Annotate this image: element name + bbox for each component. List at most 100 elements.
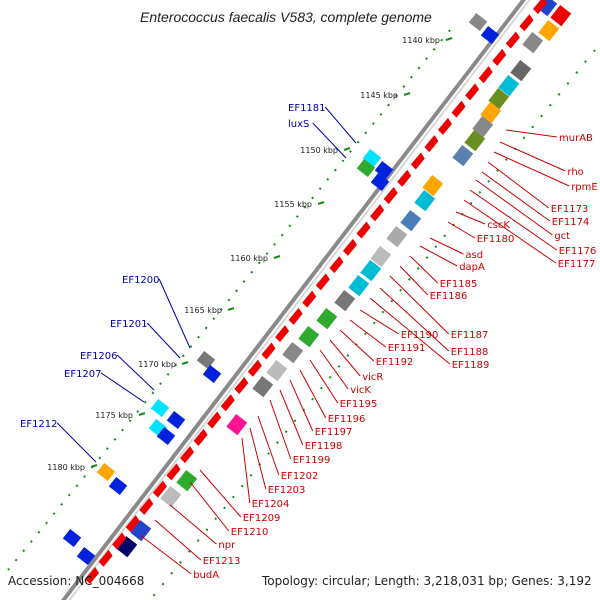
gene-leader-line <box>269 399 292 460</box>
inner-gene-block <box>538 20 560 42</box>
gene-leader-line <box>56 422 97 463</box>
gene-label-npr: npr <box>218 540 236 551</box>
gene-label-EF1189: EF1189 <box>452 360 490 371</box>
gene-label-EF1190: EF1190 <box>401 330 439 341</box>
gene-label-EF1198: EF1198 <box>305 441 343 452</box>
outer-gene-block <box>156 426 176 446</box>
inner-gene-block <box>176 470 198 492</box>
genome-summary: Topology: circular; Length: 3,218,031 bp… <box>262 574 592 588</box>
gene-leader-line <box>319 349 349 390</box>
gene-label-vicK: vicK <box>350 385 371 396</box>
inner-gene-block <box>130 520 152 542</box>
gene-label-EF1204: EF1204 <box>252 499 290 510</box>
outer-gene-block <box>480 25 500 45</box>
gene-arrow <box>85 567 99 584</box>
gene-arrow <box>424 135 439 153</box>
gene-arrow <box>342 238 357 256</box>
gene-leader-line <box>158 278 191 349</box>
inner-gene-block <box>348 275 370 297</box>
outer-gene-block <box>150 398 170 418</box>
kbp-tick <box>343 147 351 151</box>
gene-leader-line <box>469 189 558 251</box>
gene-arrow <box>478 66 493 84</box>
inner-gene-block <box>360 260 382 282</box>
kbp-tick <box>403 92 411 96</box>
gene-arrow <box>465 83 480 101</box>
outer-gene-block <box>62 528 82 548</box>
outer-gene-block <box>108 476 128 496</box>
gene-leader-line <box>289 379 314 432</box>
gene-label-EF1209: EF1209 <box>243 513 281 524</box>
inner-gene-block <box>160 486 182 508</box>
gene-label-luxS: luxS <box>288 119 309 130</box>
inner-gene-block <box>298 326 320 348</box>
gene-label-EF1196: EF1196 <box>328 414 366 425</box>
gene-label-rho: rho <box>567 167 583 178</box>
gene-label-EF1210: EF1210 <box>231 527 269 538</box>
gene-arrow <box>383 187 398 204</box>
inner-gene-block <box>464 130 486 152</box>
gene-label-EF1187: EF1187 <box>451 330 489 341</box>
gene-leader-line <box>249 427 267 490</box>
gene-label-EF1181: EF1181 <box>288 103 326 114</box>
gene-label-rpmE: rpmE <box>571 182 598 193</box>
inner-gene-block <box>226 414 248 436</box>
inner-gene-block <box>510 60 532 82</box>
gene-label-EF1197: EF1197 <box>315 427 353 438</box>
gene-leader-line <box>359 309 400 335</box>
gene-leader-line <box>324 106 357 144</box>
gene-label-asd: asd <box>465 250 483 261</box>
gene-arrow <box>220 394 235 412</box>
gene-label-budA: budA <box>193 570 219 581</box>
gene-leader-line <box>241 437 251 504</box>
outer-gene-block <box>362 148 382 168</box>
gene-arrow <box>193 428 208 446</box>
gene-leader-line <box>463 199 557 264</box>
kbp-label: 1155 kbp <box>274 200 312 209</box>
gene-leader-line <box>349 319 387 348</box>
gene-arrow <box>139 497 154 515</box>
gene-leader-line <box>455 211 486 225</box>
outer-gene-block <box>370 172 390 192</box>
gene-arrow <box>315 273 330 291</box>
inner-gene-block <box>386 226 408 248</box>
gene-leader-line <box>154 519 202 561</box>
outer-gene-block <box>202 364 222 384</box>
gene-label-EF1213: EF1213 <box>203 556 241 567</box>
gene-label-EF1200: EF1200 <box>122 275 160 286</box>
gene-leader-line <box>139 534 192 575</box>
kbp-label: 1175 kbp <box>95 411 133 420</box>
inner-gene-block <box>316 308 338 330</box>
inner-gene-block <box>536 0 558 17</box>
gene-leader-line <box>189 481 230 532</box>
gene-arrow <box>152 480 167 498</box>
gene-label-EF1195: EF1195 <box>340 399 378 410</box>
gene-label-murAB: murAB <box>559 133 593 144</box>
kbp-label: 1165 kbp <box>184 306 222 315</box>
inner-gene-block <box>488 88 510 110</box>
inner-gene-block <box>370 246 392 268</box>
gene-leader-line <box>499 141 566 172</box>
gene-leader-line <box>299 369 327 419</box>
inner-gene-block <box>334 290 356 312</box>
gene-label-EF1173: EF1173 <box>551 204 589 215</box>
gene-arrow <box>180 446 195 464</box>
gene-leader-line <box>339 329 375 362</box>
gene-leader-line <box>369 297 451 365</box>
inner-gene-block <box>472 116 494 138</box>
outer-gene-block <box>166 410 186 430</box>
gene-arrow <box>437 117 452 135</box>
outer-gene-block <box>356 158 376 178</box>
gene-label-dapA: dapA <box>459 262 485 273</box>
kbp-tick <box>90 464 98 468</box>
gene-arrow <box>505 31 520 49</box>
gene-arrow <box>288 307 303 325</box>
inner-gene-block <box>452 145 474 167</box>
gene-leader-line <box>329 339 361 377</box>
gene-arrow <box>247 359 262 377</box>
gene-arrow <box>112 532 127 550</box>
gene-leader-line <box>429 237 464 255</box>
gene-arrow <box>492 48 507 66</box>
gene-arrow <box>98 549 113 567</box>
